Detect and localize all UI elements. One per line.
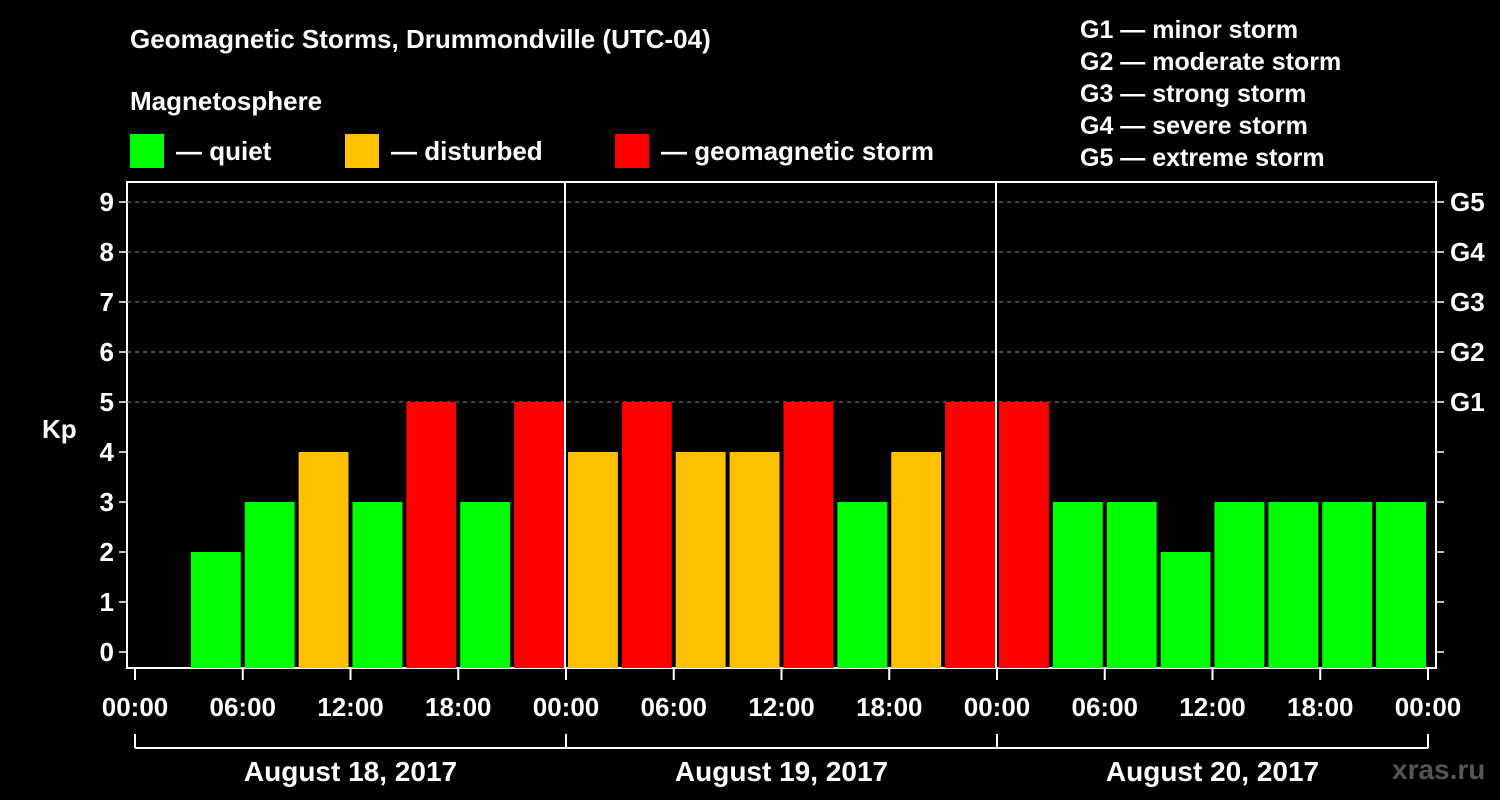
kp-bar [1214,502,1265,668]
x-tick-label: 00:00 [102,692,169,722]
y-tick-label: 0 [100,637,114,667]
y-tick-label: 5 [100,387,114,417]
x-tick-label: 00:00 [533,692,600,722]
legend-label-disturbed: — disturbed [391,135,543,166]
y-tick-label: 8 [100,237,114,267]
kp-bar [568,452,618,668]
legend-item-disturbed: — disturbed [345,134,543,168]
y-tick-label: 1 [100,587,114,617]
kp-bar [244,502,295,668]
g-scale-label: G1 [1450,387,1485,417]
day-label: August 20, 2017 [1106,756,1319,787]
g-scale-label: G4 [1450,237,1485,267]
legend-item-storm: — geomagnetic storm [615,134,934,168]
kp-bar [621,402,672,668]
x-tick-label: 18:00 [425,692,492,722]
y-tick-label: 2 [100,537,114,567]
kp-bar [945,402,995,668]
x-tick-label: 12:00 [317,692,384,722]
g-scale-label: G5 [1450,187,1485,217]
scale-item-g4: G4 — severe storm [1080,112,1308,140]
scale-item-g2: G2 — moderate storm [1080,48,1342,76]
day-label: August 19, 2017 [675,756,888,787]
storm-scale-legend: G1 — minor storm G2 — moderate storm G3 … [1080,14,1341,174]
y-tick-label: 6 [100,337,114,367]
watermark: xras.ru [1392,754,1486,785]
kp-bar [1322,502,1373,668]
x-tick-label: 18:00 [856,692,923,722]
g-scale-label: G3 [1450,287,1485,317]
kp-bar [460,502,511,668]
y-tick-label: 9 [100,187,114,217]
kp-bar [783,402,834,668]
y-tick-label: 7 [100,287,114,317]
legend-item-quiet: — quiet [130,134,271,168]
legend-swatch-quiet [130,134,164,168]
kp-bar [352,502,403,668]
x-tick-label: 06:00 [641,692,708,722]
legend-swatch-disturbed [345,134,379,168]
legend-swatch-storm [615,134,649,168]
kp-bar [1052,502,1103,668]
y-axis-label: Kp [42,414,77,444]
kp-bar [675,452,726,668]
kp-bar [298,452,349,668]
kp-bar [190,552,241,668]
day-label: August 18, 2017 [244,756,457,787]
kp-bar [891,452,942,668]
kp-bar [1160,552,1211,668]
legend-label-quiet: — quiet [176,135,272,166]
y-tick-label: 3 [100,487,114,517]
chart-title: Geomagnetic Storms, Drummondville (UTC-0… [130,24,711,54]
kp-bar [514,402,564,668]
legend-title: Magnetosphere [130,86,323,116]
legend-label-storm: — geomagnetic storm [661,135,935,166]
y-tick-label: 4 [100,437,115,467]
kp-bar [1106,502,1157,668]
kp-bar [729,452,780,668]
x-tick-label: 12:00 [1179,692,1246,722]
scale-item-g1: G1 — minor storm [1080,16,1299,44]
x-tick-label: 00:00 [1395,692,1462,722]
x-tick-label: 00:00 [964,692,1031,722]
kp-bar [837,502,888,668]
kp-bar [1376,502,1426,668]
scale-item-g3: G3 — strong storm [1080,80,1307,108]
kp-bar [999,402,1049,668]
x-tick-label: 12:00 [748,692,815,722]
scale-item-g5: G5 — extreme storm [1080,144,1325,172]
x-tick-label: 06:00 [1072,692,1139,722]
x-tick-label: 06:00 [210,692,277,722]
x-tick-label: 18:00 [1287,692,1354,722]
g-scale-label: G2 [1450,337,1485,367]
kp-bar [1268,502,1319,668]
kp-bar [406,402,457,668]
